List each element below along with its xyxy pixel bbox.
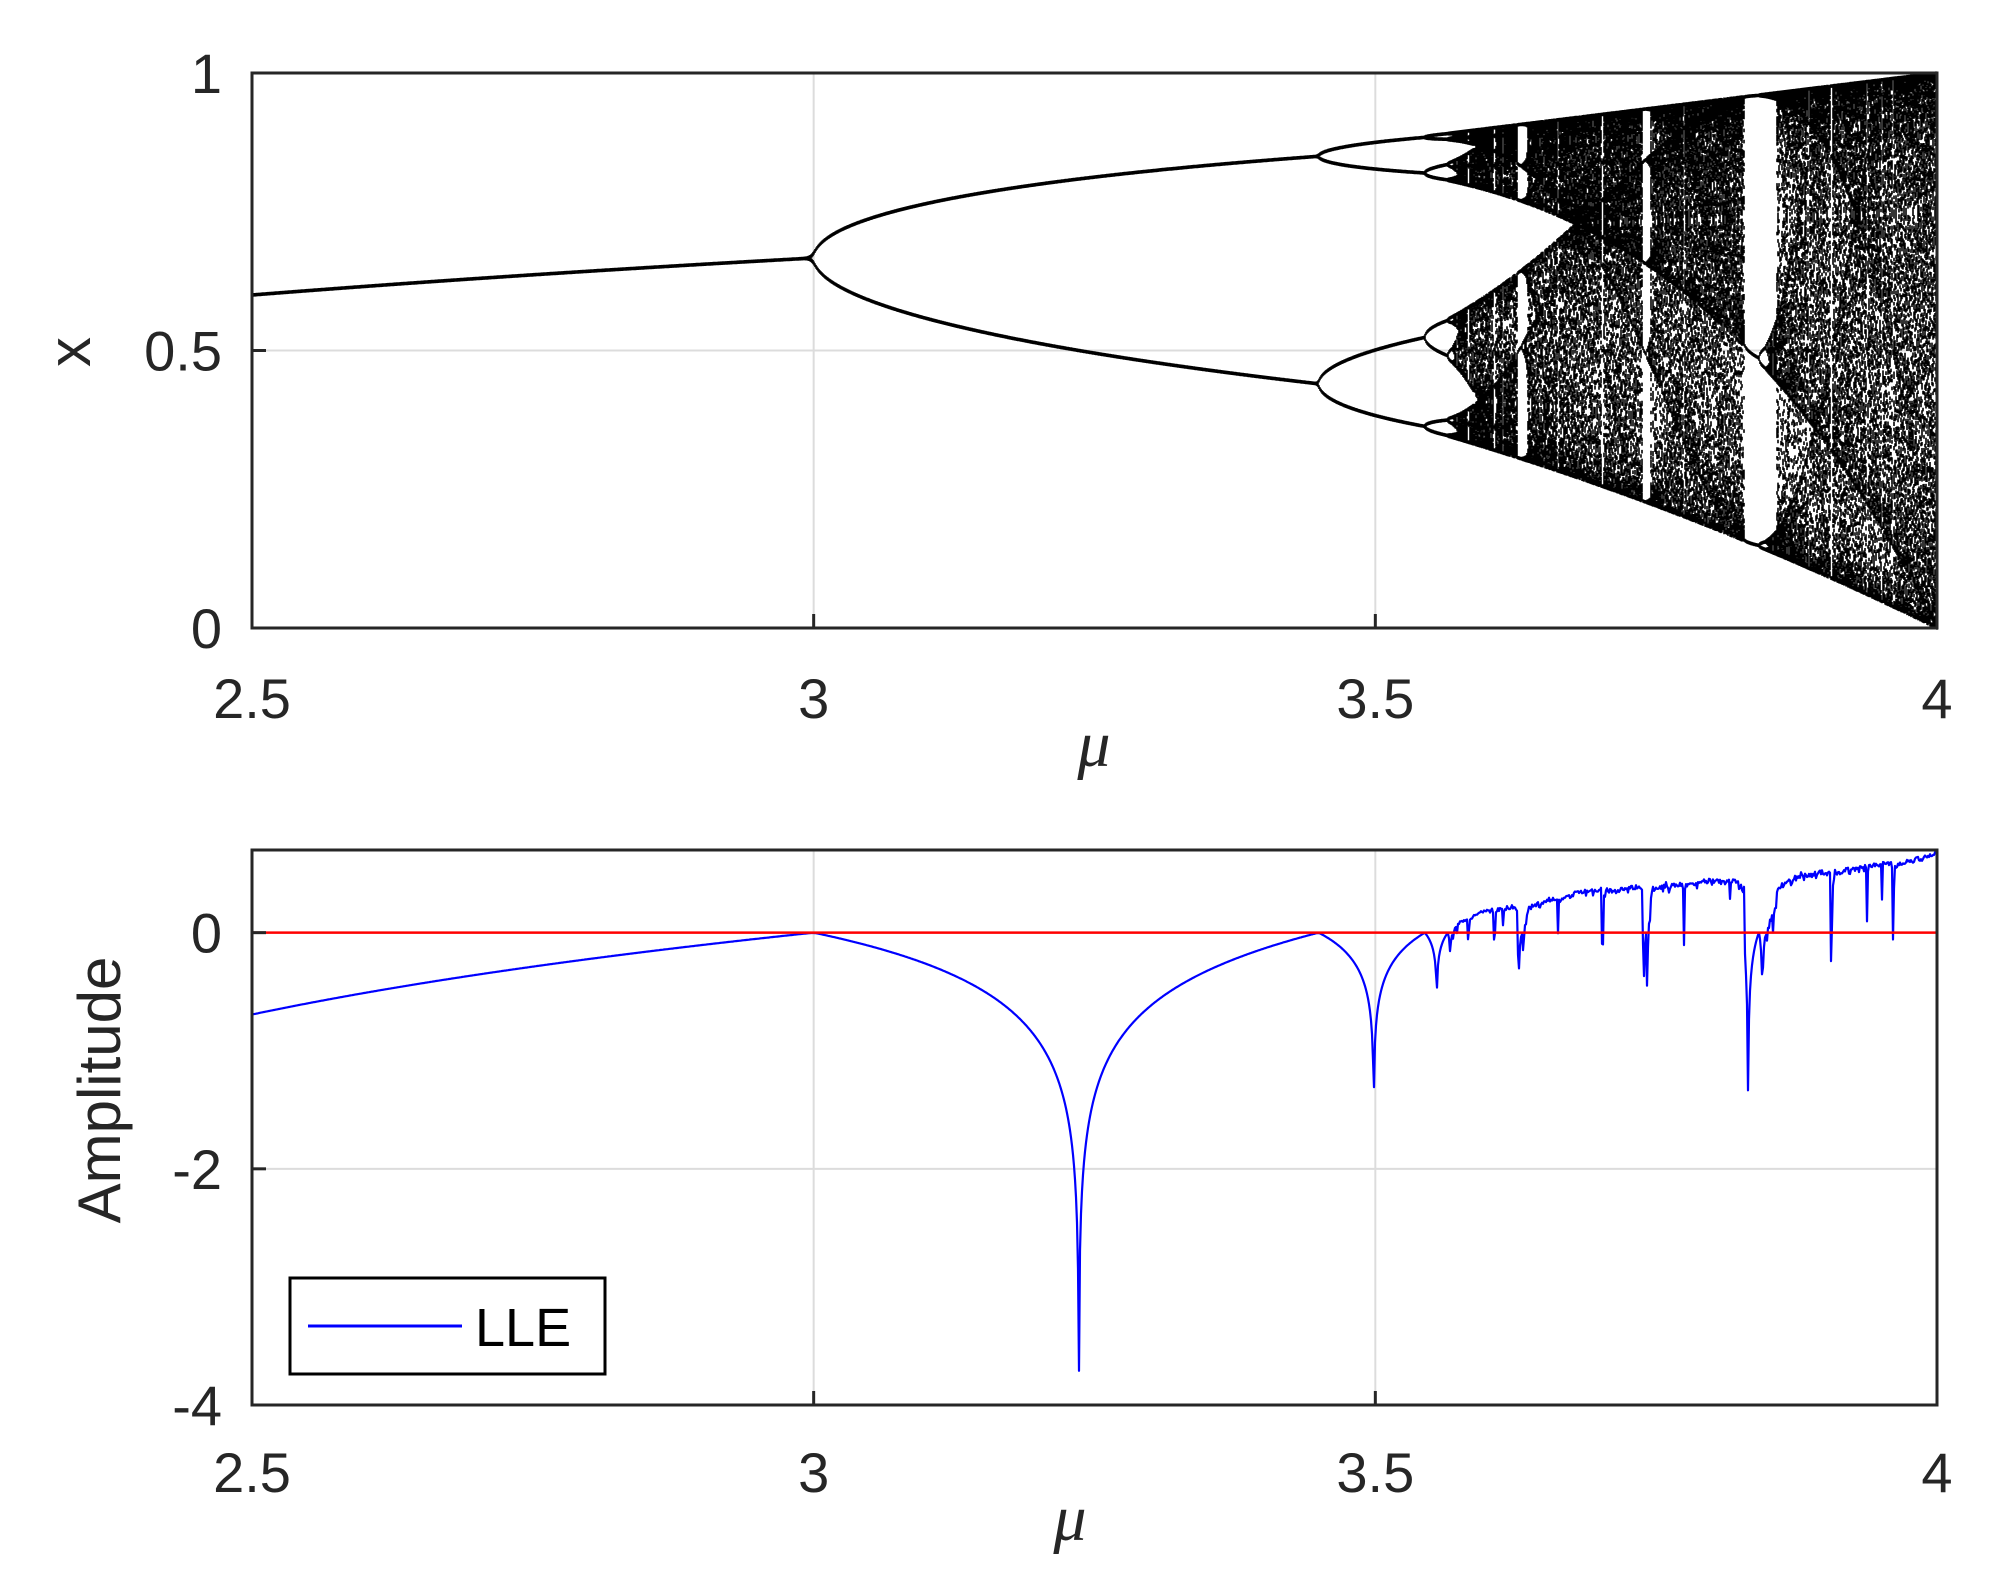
- bottom-y-tick-label: -4: [172, 1374, 222, 1437]
- bottom-x-tick-label: 2.5: [213, 1441, 291, 1504]
- top-y-tick-label: 1: [191, 42, 222, 105]
- legend: LLE: [290, 1278, 605, 1374]
- bottom-x-tick-label: 4: [1921, 1441, 1952, 1504]
- legend-label-lle: LLE: [475, 1298, 571, 1358]
- bottom-x-axis-label: μ: [1052, 1482, 1086, 1555]
- top-x-tick-label: 3: [798, 667, 829, 730]
- top-x-tick-label: 2.5: [213, 667, 291, 730]
- bottom-y-axis-label: Amplitude: [66, 957, 133, 1224]
- top-x-tick-label: 4: [1921, 667, 1952, 730]
- top-y-axis-label: x: [36, 337, 103, 367]
- top-y-tick-label: 0.5: [144, 320, 222, 383]
- top-x-axis-label: μ: [1076, 708, 1110, 781]
- bottom-x-tick-label: 3.5: [1336, 1441, 1414, 1504]
- top-y-tick-label: 0: [191, 597, 222, 660]
- bottom-y-tick-label: 0: [191, 902, 222, 965]
- bottom-y-tick-label: -2: [172, 1138, 222, 1201]
- top-x-tick-label: 3.5: [1336, 667, 1414, 730]
- bottom-x-tick-label: 3: [798, 1441, 829, 1504]
